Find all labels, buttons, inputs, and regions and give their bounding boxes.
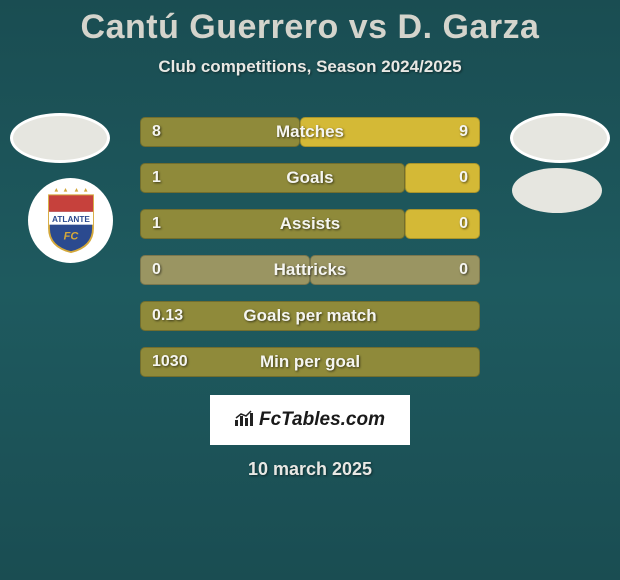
player1-avatar bbox=[10, 113, 110, 163]
stat-value-left: 1 bbox=[152, 169, 161, 187]
stat-label: Goals bbox=[286, 168, 333, 188]
stat-bar-left bbox=[140, 163, 405, 193]
vs-text: vs bbox=[349, 8, 388, 46]
stat-row: 8 Matches 9 bbox=[140, 117, 480, 147]
stat-value-left: 0.13 bbox=[152, 307, 183, 325]
stat-bar-left bbox=[140, 209, 405, 239]
stat-value-left: 1 bbox=[152, 215, 161, 233]
stat-value-left: 0 bbox=[152, 261, 161, 279]
subtitle: Club competitions, Season 2024/2025 bbox=[0, 57, 620, 77]
stat-label: Goals per match bbox=[243, 306, 376, 326]
stat-label: Assists bbox=[280, 214, 340, 234]
stat-label: Min per goal bbox=[260, 352, 360, 372]
brand-box: FcTables.com bbox=[210, 395, 410, 445]
player2-club-placeholder bbox=[512, 168, 602, 213]
brand-text: FcTables.com bbox=[259, 409, 385, 431]
stat-label: Matches bbox=[276, 122, 344, 142]
stat-value-right: 0 bbox=[459, 169, 468, 187]
stat-value-left: 8 bbox=[152, 123, 161, 141]
chart-icon bbox=[235, 410, 255, 431]
atlante-crest: ATLANTE FC bbox=[43, 188, 99, 254]
stat-label: Hattricks bbox=[274, 260, 347, 280]
player1-club-badge: ATLANTE FC bbox=[28, 178, 113, 263]
stat-row: 1030 Min per goal bbox=[140, 347, 480, 377]
stat-bar-right bbox=[405, 209, 480, 239]
stats-container: 8 Matches 9 1 Goals 0 1 Assists 0 0 Hattricks 0 0.13… bbox=[140, 117, 480, 377]
comparison-title: Cantú Guerrero vs D. Garza bbox=[0, 0, 620, 47]
svg-text:ATLANTE: ATLANTE bbox=[52, 214, 90, 223]
stat-row: 1 Goals 0 bbox=[140, 163, 480, 193]
player2-name: D. Garza bbox=[398, 8, 540, 46]
stat-row: 1 Assists 0 bbox=[140, 209, 480, 239]
svg-text:FC: FC bbox=[63, 230, 79, 242]
stat-bar-right bbox=[405, 163, 480, 193]
stat-value-left: 1030 bbox=[152, 353, 188, 371]
stat-row: 0.13 Goals per match bbox=[140, 301, 480, 331]
stat-row: 0 Hattricks 0 bbox=[140, 255, 480, 285]
stat-value-right: 0 bbox=[459, 261, 468, 279]
stat-value-right: 9 bbox=[459, 123, 468, 141]
stat-value-right: 0 bbox=[459, 215, 468, 233]
player1-name: Cantú Guerrero bbox=[81, 8, 339, 46]
player2-avatar bbox=[510, 113, 610, 163]
date-label: 10 march 2025 bbox=[0, 459, 620, 480]
